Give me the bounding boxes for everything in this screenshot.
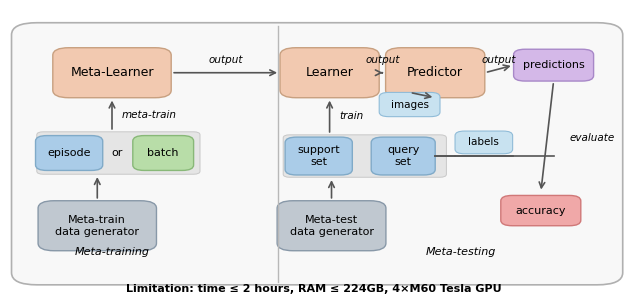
FancyBboxPatch shape	[385, 48, 485, 98]
Text: output: output	[209, 55, 243, 65]
Text: Meta-testing: Meta-testing	[426, 247, 496, 257]
FancyBboxPatch shape	[52, 48, 172, 98]
FancyBboxPatch shape	[371, 137, 435, 175]
Text: Predictor: Predictor	[407, 66, 463, 79]
FancyBboxPatch shape	[285, 137, 352, 175]
FancyBboxPatch shape	[283, 135, 447, 177]
Text: images: images	[390, 99, 429, 110]
Text: Meta-training: Meta-training	[74, 247, 150, 257]
Text: Meta-test
data generator: Meta-test data generator	[289, 215, 374, 237]
FancyBboxPatch shape	[133, 136, 193, 170]
FancyBboxPatch shape	[38, 201, 156, 251]
FancyBboxPatch shape	[36, 132, 200, 174]
Text: output: output	[365, 55, 399, 65]
FancyBboxPatch shape	[36, 136, 102, 170]
Text: meta-train: meta-train	[122, 110, 177, 120]
Text: batch: batch	[147, 148, 179, 158]
Text: labels: labels	[468, 137, 499, 148]
FancyBboxPatch shape	[500, 195, 581, 226]
Text: Meta-train
data generator: Meta-train data generator	[55, 215, 140, 237]
Text: episode: episode	[47, 148, 91, 158]
FancyBboxPatch shape	[380, 92, 440, 117]
FancyBboxPatch shape	[277, 201, 386, 251]
Text: or: or	[111, 148, 123, 158]
Text: Limitation: time ≤ 2 hours, RAM ≤ 224GB, 4×M60 Tesla GPU: Limitation: time ≤ 2 hours, RAM ≤ 224GB,…	[126, 284, 501, 294]
FancyBboxPatch shape	[280, 48, 380, 98]
Text: Meta-Learner: Meta-Learner	[70, 66, 154, 79]
Text: train: train	[339, 111, 364, 121]
Text: query
set: query set	[387, 145, 419, 167]
FancyBboxPatch shape	[12, 23, 623, 285]
Text: evaluate: evaluate	[570, 133, 615, 143]
FancyBboxPatch shape	[514, 49, 594, 81]
Text: support
set: support set	[298, 145, 340, 167]
Text: accuracy: accuracy	[516, 205, 566, 216]
Text: Learner: Learner	[306, 66, 353, 79]
FancyBboxPatch shape	[455, 131, 513, 154]
Text: predictions: predictions	[523, 60, 584, 70]
Text: output: output	[482, 55, 516, 65]
